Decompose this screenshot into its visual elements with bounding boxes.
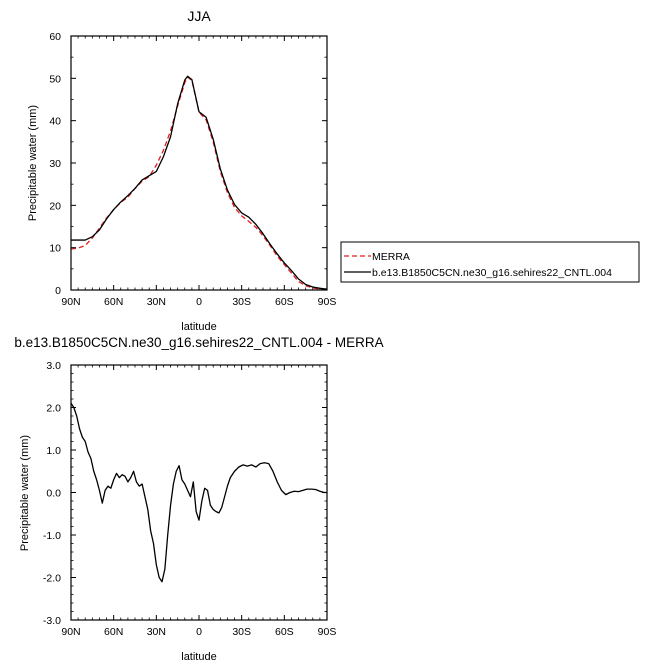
top-axis-ticks: 90N 60N 30N 0 30S 60S 90S 0 10 20 30 40 50 60 — [49, 31, 336, 308]
top-y-tick-label: 40 — [49, 116, 61, 128]
bottom-y-tick-label: -2.0 — [43, 573, 61, 585]
bottom-y-tick-label: 3.0 — [46, 360, 61, 372]
top-x-tick-label: 90S — [318, 296, 337, 308]
top-chart-title: JJA — [187, 8, 211, 24]
chart-legend: MERRA b.e13.B1850C5CN.ne30_g16.sehires22… — [340, 241, 640, 283]
top-plot-frame — [70, 35, 328, 291]
top-x-tick-label: 60S — [275, 296, 294, 308]
bottom-x-tick-label: 30S — [232, 626, 251, 638]
bottom-x-tick-label: 30N — [147, 626, 166, 638]
top-y-axis-label: Precipitable water (mm) — [27, 105, 39, 221]
legend-box — [340, 241, 640, 283]
legend-label-merra: MERRA — [372, 251, 410, 263]
bottom-y-tick-label: 1.0 — [46, 445, 61, 457]
legend-label-model: b.e13.B1850C5CN.ne30_g16.sehires22_CNTL.… — [372, 267, 612, 279]
top-series-group — [70, 75, 328, 291]
top-x-axis-label: latitude — [181, 321, 216, 333]
bottom-x-tick-label: 60S — [275, 626, 294, 638]
top-y-tick-label: 20 — [49, 200, 61, 212]
bottom-x-tick-label: 0 — [196, 626, 202, 638]
top-series-line-2 — [71, 75, 328, 290]
bottom-y-tick-label: 0.0 — [46, 488, 61, 500]
bottom-y-tick-label: 2.0 — [46, 403, 61, 415]
bottom-y-axis-label: Precipitable water (mm) — [19, 435, 31, 551]
top-x-tick-label: 60N — [104, 296, 123, 308]
top-x-tick-label: 30N — [147, 296, 166, 308]
top-x-tick-label: 30S — [232, 296, 251, 308]
bottom-x-tick-label: 90N — [61, 626, 80, 638]
top-y-tick-label: 30 — [49, 158, 61, 170]
bottom-y-tick-label: -1.0 — [43, 530, 61, 542]
top-y-tick-label: 10 — [49, 243, 61, 255]
top-x-tick-label: 90N — [61, 296, 80, 308]
top-x-tick-label: 0 — [196, 296, 202, 308]
bottom-y-tick-label: -3.0 — [43, 615, 61, 627]
bottom-axis-ticks: 90N 60N 30N 0 30S 60S 90S 3.0 2.0 1.0 0.0 -1.0 -2.0 -… — [43, 360, 336, 638]
bottom-chart-title: b.e13.B1850C5CN.ne30_g16.sehires22_CNTL.… — [14, 335, 383, 350]
top-y-tick-label: 60 — [49, 31, 61, 43]
bottom-x-axis-label: latitude — [181, 651, 216, 663]
top-panel: JJA 90N 60N 30N 0 30S 60S 90S 0 10 20 30 40 50 60 Pre… — [27, 8, 336, 333]
bottom-series-group — [70, 402, 327, 583]
bottom-panel: b.e13.B1850C5CN.ne30_g16.sehires22_CNTL.… — [14, 335, 383, 663]
bottom-x-tick-label: 90S — [318, 626, 337, 638]
top-y-tick-label: 0 — [55, 285, 61, 297]
top-y-tick-label: 50 — [49, 73, 61, 85]
bottom-series-line-1 — [70, 402, 327, 583]
bottom-x-tick-label: 60N — [104, 626, 123, 638]
